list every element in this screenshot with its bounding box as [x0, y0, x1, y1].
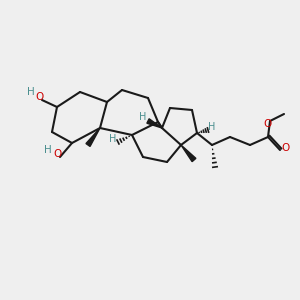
Text: O: O [53, 149, 61, 159]
Text: H: H [139, 112, 147, 122]
Text: H: H [208, 122, 216, 132]
Text: O: O [36, 92, 44, 102]
Text: H: H [109, 134, 117, 144]
Text: O: O [263, 119, 271, 129]
Polygon shape [86, 128, 100, 146]
Polygon shape [147, 119, 162, 128]
Text: O: O [281, 143, 289, 153]
Text: H: H [44, 145, 52, 155]
Polygon shape [181, 145, 196, 162]
Text: H: H [27, 87, 35, 97]
